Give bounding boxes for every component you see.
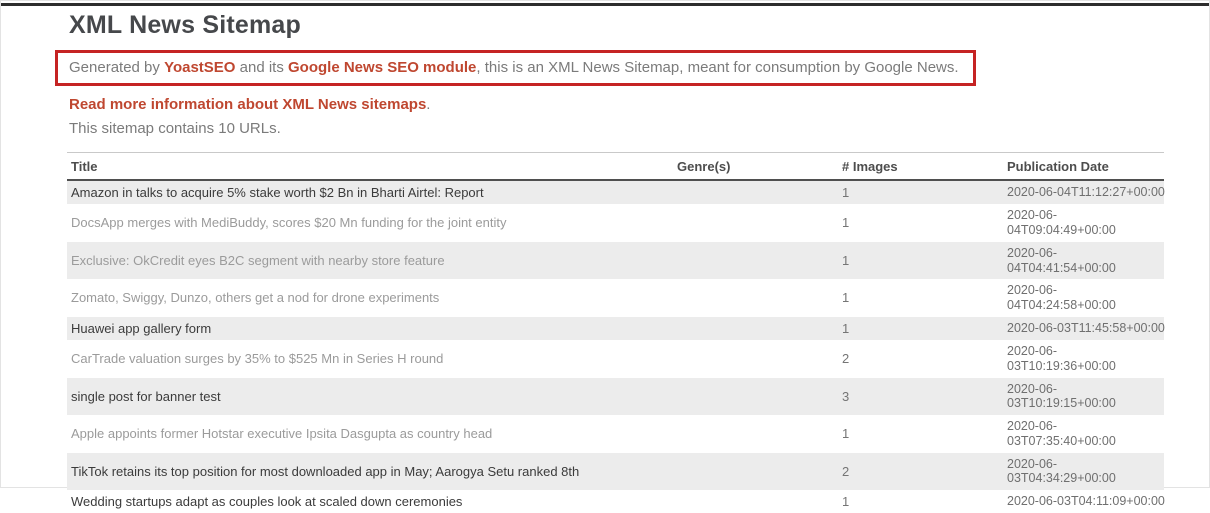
image-count-cell: 2	[842, 351, 850, 367]
google-news-seo-module-link[interactable]: Google News SEO module	[288, 59, 477, 76]
article-title-cell: Wedding startups adapt as couples look a…	[67, 490, 673, 513]
image-count-cell: 1	[842, 494, 850, 510]
page-title: XML News Sitemap	[69, 11, 301, 39]
table-row: single post for banner test 3 2020-06- 03T1…	[67, 377, 1164, 416]
publication-date-cell: 2020-06- 04T09:04:49+00:00	[1007, 208, 1116, 238]
article-title-link[interactable]: Amazon in talks to acquire 5% stake wort…	[71, 185, 484, 200]
read-more-line: Read more information about XML News sit…	[69, 96, 1165, 113]
genres-cell	[673, 317, 838, 340]
article-title-cell: Zomato, Swiggy, Dunzo, others get a nod …	[67, 279, 673, 317]
table-row: TikTok retains its top position for most…	[67, 452, 1164, 491]
table-row: Apple appoints former Hotstar executive …	[67, 415, 1164, 453]
window-top-edge-rule	[1, 3, 1209, 6]
image-count-cell: 1	[842, 320, 850, 336]
image-count-cell: 1	[842, 290, 850, 306]
column-header-images: # Images	[838, 152, 1003, 181]
genres-cell	[673, 242, 838, 280]
table-row: Exclusive: OkCredit eyes B2C segment wit…	[67, 241, 1164, 280]
sitemap-table: Title Genre(s) # Images Publication Date…	[67, 152, 1165, 513]
column-header-title: Title	[67, 152, 673, 181]
article-title-link[interactable]: Zomato, Swiggy, Dunzo, others get a nod …	[71, 290, 440, 306]
article-title-cell: DocsApp merges with MediBuddy, scores $2…	[67, 204, 673, 242]
genres-cell	[673, 180, 838, 204]
article-title-cell: CarTrade valuation surges by 35% to $525…	[67, 340, 673, 378]
table-header-row: Title Genre(s) # Images Publication Date	[67, 152, 1164, 181]
genres-cell	[673, 340, 838, 378]
article-title-cell: single post for banner test	[67, 378, 673, 416]
publication-date-cell: 2020-06- 03T10:19:36+00:00	[1007, 344, 1116, 373]
genres-cell	[673, 453, 838, 491]
intro-text-suffix: , this is an XML News Sitemap, meant for…	[476, 59, 959, 76]
genres-cell	[673, 415, 838, 453]
image-count-cell: 2	[842, 463, 850, 479]
publication-date-cell: 2020-06- 04T04:24:58+00:00	[1007, 283, 1116, 313]
publication-date-cell: 2020-06-04T11:12:27+00:00	[1007, 185, 1165, 200]
table-row: Wedding startups adapt as couples look a…	[67, 490, 1165, 513]
article-title-link[interactable]: Wedding startups adapt as couples look a…	[71, 494, 463, 510]
genres-cell	[673, 378, 838, 416]
image-count-cell: 3	[842, 388, 850, 404]
image-count-cell: 1	[842, 426, 850, 442]
table-row: CarTrade valuation surges by 35% to $525…	[67, 340, 1164, 378]
article-title-cell: Apple appoints former Hotstar executive …	[67, 415, 673, 453]
intro-text-middle: and its	[235, 59, 289, 76]
article-title-link[interactable]: single post for banner test	[71, 388, 221, 404]
publication-date-cell: 2020-06- 03T07:35:40+00:00	[1007, 419, 1116, 448]
genres-cell	[673, 490, 838, 513]
article-title-cell: Huawei app gallery form	[67, 317, 673, 340]
table-row: Huawei app gallery form 1 2020-06-03T11:45…	[67, 316, 1165, 341]
image-count-cell: 1	[842, 252, 850, 268]
read-more-link[interactable]: Read more information about XML News sit…	[69, 96, 427, 113]
intro-annotation-box: Generated by YoastSEO and its Google New…	[55, 50, 976, 86]
yoast-seo-link[interactable]: YoastSEO	[164, 59, 236, 76]
article-title-link[interactable]: DocsApp merges with MediBuddy, scores $2…	[71, 215, 507, 231]
publication-date-cell: 2020-06- 03T10:19:15+00:00	[1007, 381, 1116, 411]
genres-cell	[673, 279, 838, 317]
column-header-genres: Genre(s)	[673, 152, 838, 181]
url-count-text: This sitemap contains 10 URLs.	[69, 120, 281, 137]
image-count-cell: 1	[842, 185, 850, 200]
article-title-cell: TikTok retains its top position for most…	[67, 453, 673, 491]
table-row: DocsApp merges with MediBuddy, scores $2…	[67, 204, 1164, 242]
publication-date-cell: 2020-06-03T04:11:09+00:00	[1007, 494, 1165, 509]
publication-date-cell: 2020-06- 03T04:34:29+00:00	[1007, 456, 1116, 486]
table-row: Zomato, Swiggy, Dunzo, others get a nod …	[67, 279, 1164, 317]
sitemap-table-body: Amazon in talks to acquire 5% stake wort…	[67, 180, 1165, 513]
table-row: Amazon in talks to acquire 5% stake wort…	[67, 180, 1165, 205]
genres-cell	[673, 204, 838, 242]
article-title-link[interactable]: Apple appoints former Hotstar executive …	[71, 426, 493, 442]
article-title-link[interactable]: CarTrade valuation surges by 35% to $525…	[71, 351, 444, 367]
read-more-period: .	[426, 96, 431, 113]
publication-date-cell: 2020-06-03T11:45:58+00:00	[1007, 321, 1165, 336]
article-title-cell: Amazon in talks to acquire 5% stake wort…	[67, 180, 673, 204]
article-title-cell: Exclusive: OkCredit eyes B2C segment wit…	[67, 242, 673, 280]
article-title-link[interactable]: Exclusive: OkCredit eyes B2C segment wit…	[71, 252, 445, 268]
column-header-publication-date: Publication Date	[1003, 152, 1164, 181]
article-title-link[interactable]: TikTok retains its top position for most…	[71, 463, 580, 479]
intro-text-prefix: Generated by	[69, 59, 165, 76]
article-title-link[interactable]: Huawei app gallery form	[71, 320, 212, 336]
image-count-cell: 1	[842, 215, 850, 231]
publication-date-cell: 2020-06- 04T04:41:54+00:00	[1007, 245, 1116, 275]
sitemap-content: XML News Sitemap Generated by YoastSEO a…	[55, 9, 1165, 513]
